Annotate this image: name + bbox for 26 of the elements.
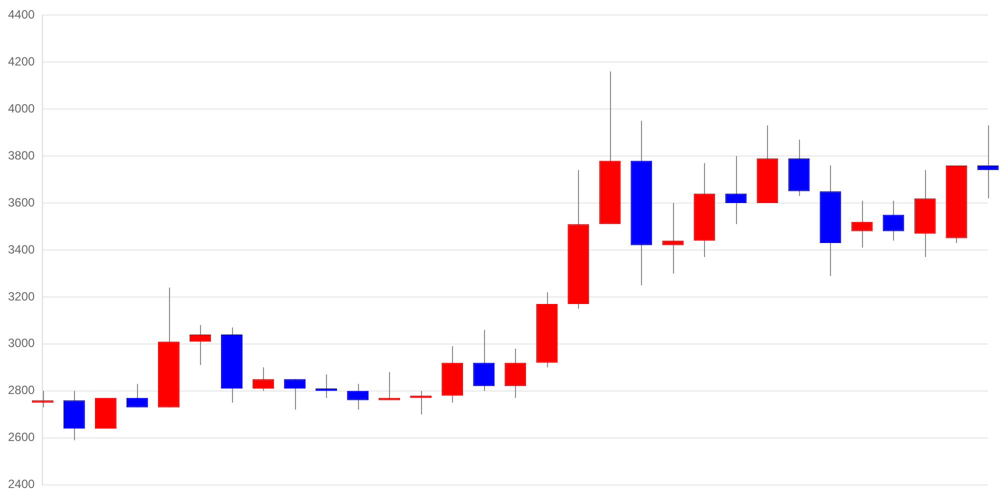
- candlestick: [504, 348, 526, 398]
- y-tick-label: 2400: [8, 477, 36, 492]
- candlestick: [882, 200, 904, 242]
- candlestick: [851, 200, 873, 248]
- candlestick: [725, 156, 747, 225]
- y-tick-label: 2800: [8, 383, 36, 398]
- y-tick-label: 3200: [8, 289, 36, 304]
- candlestick: [977, 125, 999, 199]
- candlestick: [662, 202, 684, 274]
- candlestick: [316, 374, 337, 398]
- candlestick: [284, 378, 306, 410]
- candlestick: [190, 324, 211, 366]
- y-tick-label: 3800: [8, 148, 36, 162]
- candlestick: [473, 329, 495, 392]
- candlestick: [126, 383, 148, 408]
- candlestick: [378, 372, 400, 401]
- candlestick: [410, 390, 432, 415]
- candlestick: [252, 366, 274, 392]
- y-tick-label: 4000: [8, 101, 36, 116]
- y-tick-label: 3600: [8, 195, 36, 210]
- y-tick-label: 2600: [8, 430, 36, 444]
- y-tick-label: 4400: [8, 8, 36, 22]
- y-tick-label: 3000: [8, 336, 36, 350]
- y-tick-label: 3400: [8, 242, 36, 256]
- candlestick: [347, 383, 369, 410]
- y-tick-label: 4200: [8, 54, 36, 68]
